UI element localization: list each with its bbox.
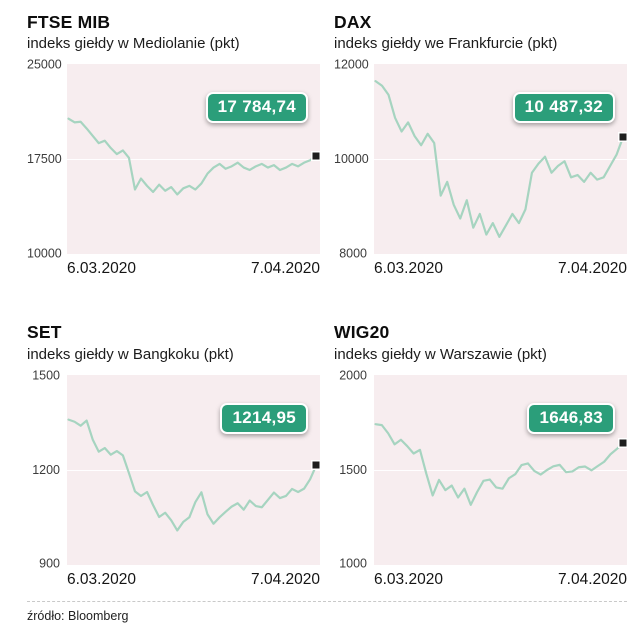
- y-tick-top: 25000: [27, 57, 62, 72]
- y-axis: 2000 1500 1000: [334, 369, 374, 570]
- price-line: [376, 82, 624, 238]
- plot-area: 17 784,74: [67, 64, 320, 255]
- y-tick-mid: 17500: [27, 152, 62, 167]
- x-label-start: 6.03.2020: [374, 260, 443, 278]
- plot-area: 1214,95: [67, 374, 320, 565]
- x-axis: 6.03.2020 7.04.2020: [374, 260, 627, 278]
- y-tick-bottom: 8000: [339, 246, 367, 261]
- mid-gridline: [374, 469, 627, 471]
- x-axis: 6.03.2020 7.04.2020: [374, 571, 627, 589]
- chart-panel-wig20: WIG20 indeks giełdy w Warszawie (pkt) 20…: [334, 322, 627, 588]
- chart-panel-ftse-mib: FTSE MIB indeks giełdy w Mediolanie (pkt…: [27, 12, 320, 278]
- infographic: FTSE MIB indeks giełdy w Mediolanie (pkt…: [27, 12, 627, 623]
- line-chart: [374, 64, 627, 254]
- value-badge: 1214,95: [220, 402, 308, 434]
- x-label-end: 7.04.2020: [251, 260, 320, 278]
- y-tick-bottom: 900: [39, 556, 60, 571]
- chart-row: 12000 10000 8000 10 487,32: [334, 59, 627, 260]
- x-label-start: 6.03.2020: [374, 570, 443, 588]
- end-marker-icon: [619, 133, 627, 141]
- chart-subtitle: indeks giełdy w Bangkoku (pkt): [27, 345, 234, 363]
- plot-area: 10 487,32: [374, 64, 627, 255]
- mid-gridline: [67, 159, 320, 161]
- plot-area: 1646,83: [374, 374, 627, 565]
- mid-gridline: [374, 159, 627, 161]
- y-axis: 12000 10000 8000: [334, 59, 374, 260]
- x-label-start: 6.03.2020: [67, 260, 136, 278]
- line-chart: [67, 375, 320, 565]
- value-badge: 17 784,74: [205, 92, 308, 124]
- end-marker-icon: [312, 152, 320, 160]
- y-tick-mid: 1200: [32, 462, 60, 477]
- y-tick-bottom: 1000: [339, 556, 367, 571]
- value-badge: 10 487,32: [512, 92, 615, 124]
- mid-gridline: [67, 469, 320, 471]
- end-marker-icon: [619, 439, 627, 447]
- line-chart: [374, 375, 627, 565]
- charts-grid: FTSE MIB indeks giełdy w Mediolanie (pkt…: [27, 12, 627, 589]
- source-note: źródło: Bloomberg: [27, 600, 627, 623]
- chart-subtitle: indeks giełdy we Frankfurcie (pkt): [334, 35, 558, 53]
- chart-title: FTSE MIB: [27, 12, 111, 32]
- x-label-end: 7.04.2020: [558, 260, 627, 278]
- price-line: [376, 424, 624, 505]
- x-label-start: 6.03.2020: [67, 570, 136, 588]
- chart-panel-set: SET indeks giełdy w Bangkoku (pkt) 1500 …: [27, 322, 320, 588]
- y-tick-bottom: 10000: [27, 246, 62, 261]
- y-tick-top: 1500: [32, 368, 60, 383]
- x-label-end: 7.04.2020: [251, 570, 320, 588]
- chart-row: 25000 17500 10000 17 784,74: [27, 59, 320, 260]
- chart-subtitle: indeks giełdy w Warszawie (pkt): [334, 345, 547, 363]
- chart-panel-dax: DAX indeks giełdy we Frankfurcie (pkt) 1…: [334, 12, 627, 278]
- y-tick-top: 12000: [334, 57, 369, 72]
- chart-row: 2000 1500 1000 1646,83: [334, 369, 627, 570]
- chart-row: 1500 1200 900 1214,95: [27, 369, 320, 570]
- y-tick-mid: 1500: [339, 462, 367, 477]
- price-line: [69, 119, 317, 195]
- line-chart: [67, 64, 320, 254]
- x-label-end: 7.04.2020: [558, 570, 627, 588]
- y-tick-top: 2000: [339, 368, 367, 383]
- y-axis: 25000 17500 10000: [27, 59, 67, 260]
- end-marker-icon: [312, 461, 320, 469]
- price-line: [69, 419, 317, 530]
- chart-subtitle: indeks giełdy w Mediolanie (pkt): [27, 35, 240, 53]
- x-axis: 6.03.2020 7.04.2020: [67, 571, 320, 589]
- x-axis: 6.03.2020 7.04.2020: [67, 260, 320, 278]
- value-badge: 1646,83: [527, 402, 615, 434]
- chart-title: SET: [27, 322, 62, 343]
- chart-title: WIG20: [334, 322, 390, 343]
- chart-title: DAX: [334, 12, 372, 32]
- y-tick-mid: 10000: [334, 152, 369, 167]
- y-axis: 1500 1200 900: [27, 369, 67, 570]
